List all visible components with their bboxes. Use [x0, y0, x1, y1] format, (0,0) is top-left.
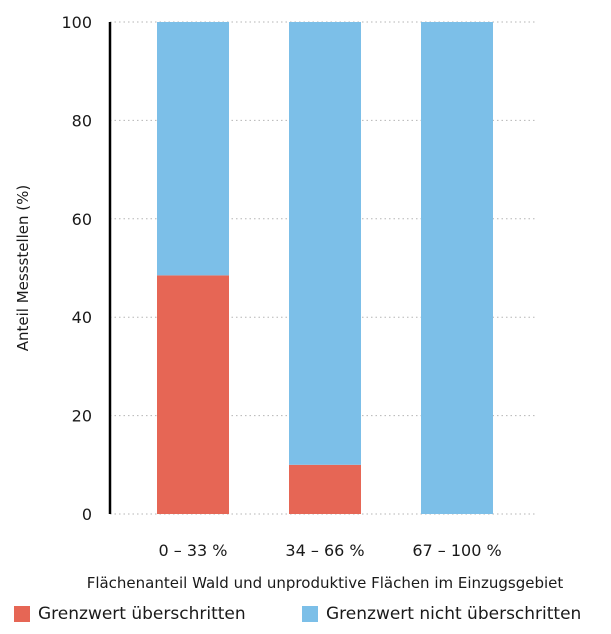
legend-swatch-exceeded [14, 606, 30, 622]
legend-label-not-exceeded: Grenzwert nicht überschritten [326, 604, 582, 624]
legend-swatch-not-exceeded [302, 606, 318, 622]
y-axis-label: Anteil Messstellen (%) [14, 185, 32, 352]
bar-layer [157, 22, 493, 514]
y-tick-labels: 0 20 40 60 80 100 [61, 13, 92, 524]
bar-segment-not-exceeded [157, 22, 229, 276]
legend-item-exceeded: Grenzwert überschritten [14, 604, 246, 624]
bar-segment-not-exceeded [289, 22, 361, 465]
y-tick-label: 20 [72, 407, 92, 426]
y-tick-label: 80 [72, 111, 92, 130]
x-tick-label: 67 – 100 % [412, 541, 501, 560]
x-tick-label: 34 – 66 % [285, 541, 364, 560]
x-tick-label: 0 – 33 % [159, 541, 228, 560]
y-tick-label: 100 [61, 13, 92, 32]
y-tick-label: 40 [72, 308, 92, 327]
x-tick-labels: 0 – 33 % 34 – 66 % 67 – 100 % [159, 541, 502, 560]
y-tick-label: 0 [82, 505, 92, 524]
bar-segment-not-exceeded [421, 22, 493, 514]
x-axis-label: Flächenanteil Wald und unproduktive Fläc… [87, 574, 564, 592]
bar-segment-exceeded [157, 275, 229, 514]
legend-label-exceeded: Grenzwert überschritten [38, 604, 246, 624]
y-tick-label: 60 [72, 210, 92, 229]
legend: Grenzwert überschritten Grenzwert nicht … [0, 604, 611, 632]
bar-segment-exceeded [289, 464, 361, 514]
legend-item-not-exceeded: Grenzwert nicht überschritten [302, 604, 581, 624]
